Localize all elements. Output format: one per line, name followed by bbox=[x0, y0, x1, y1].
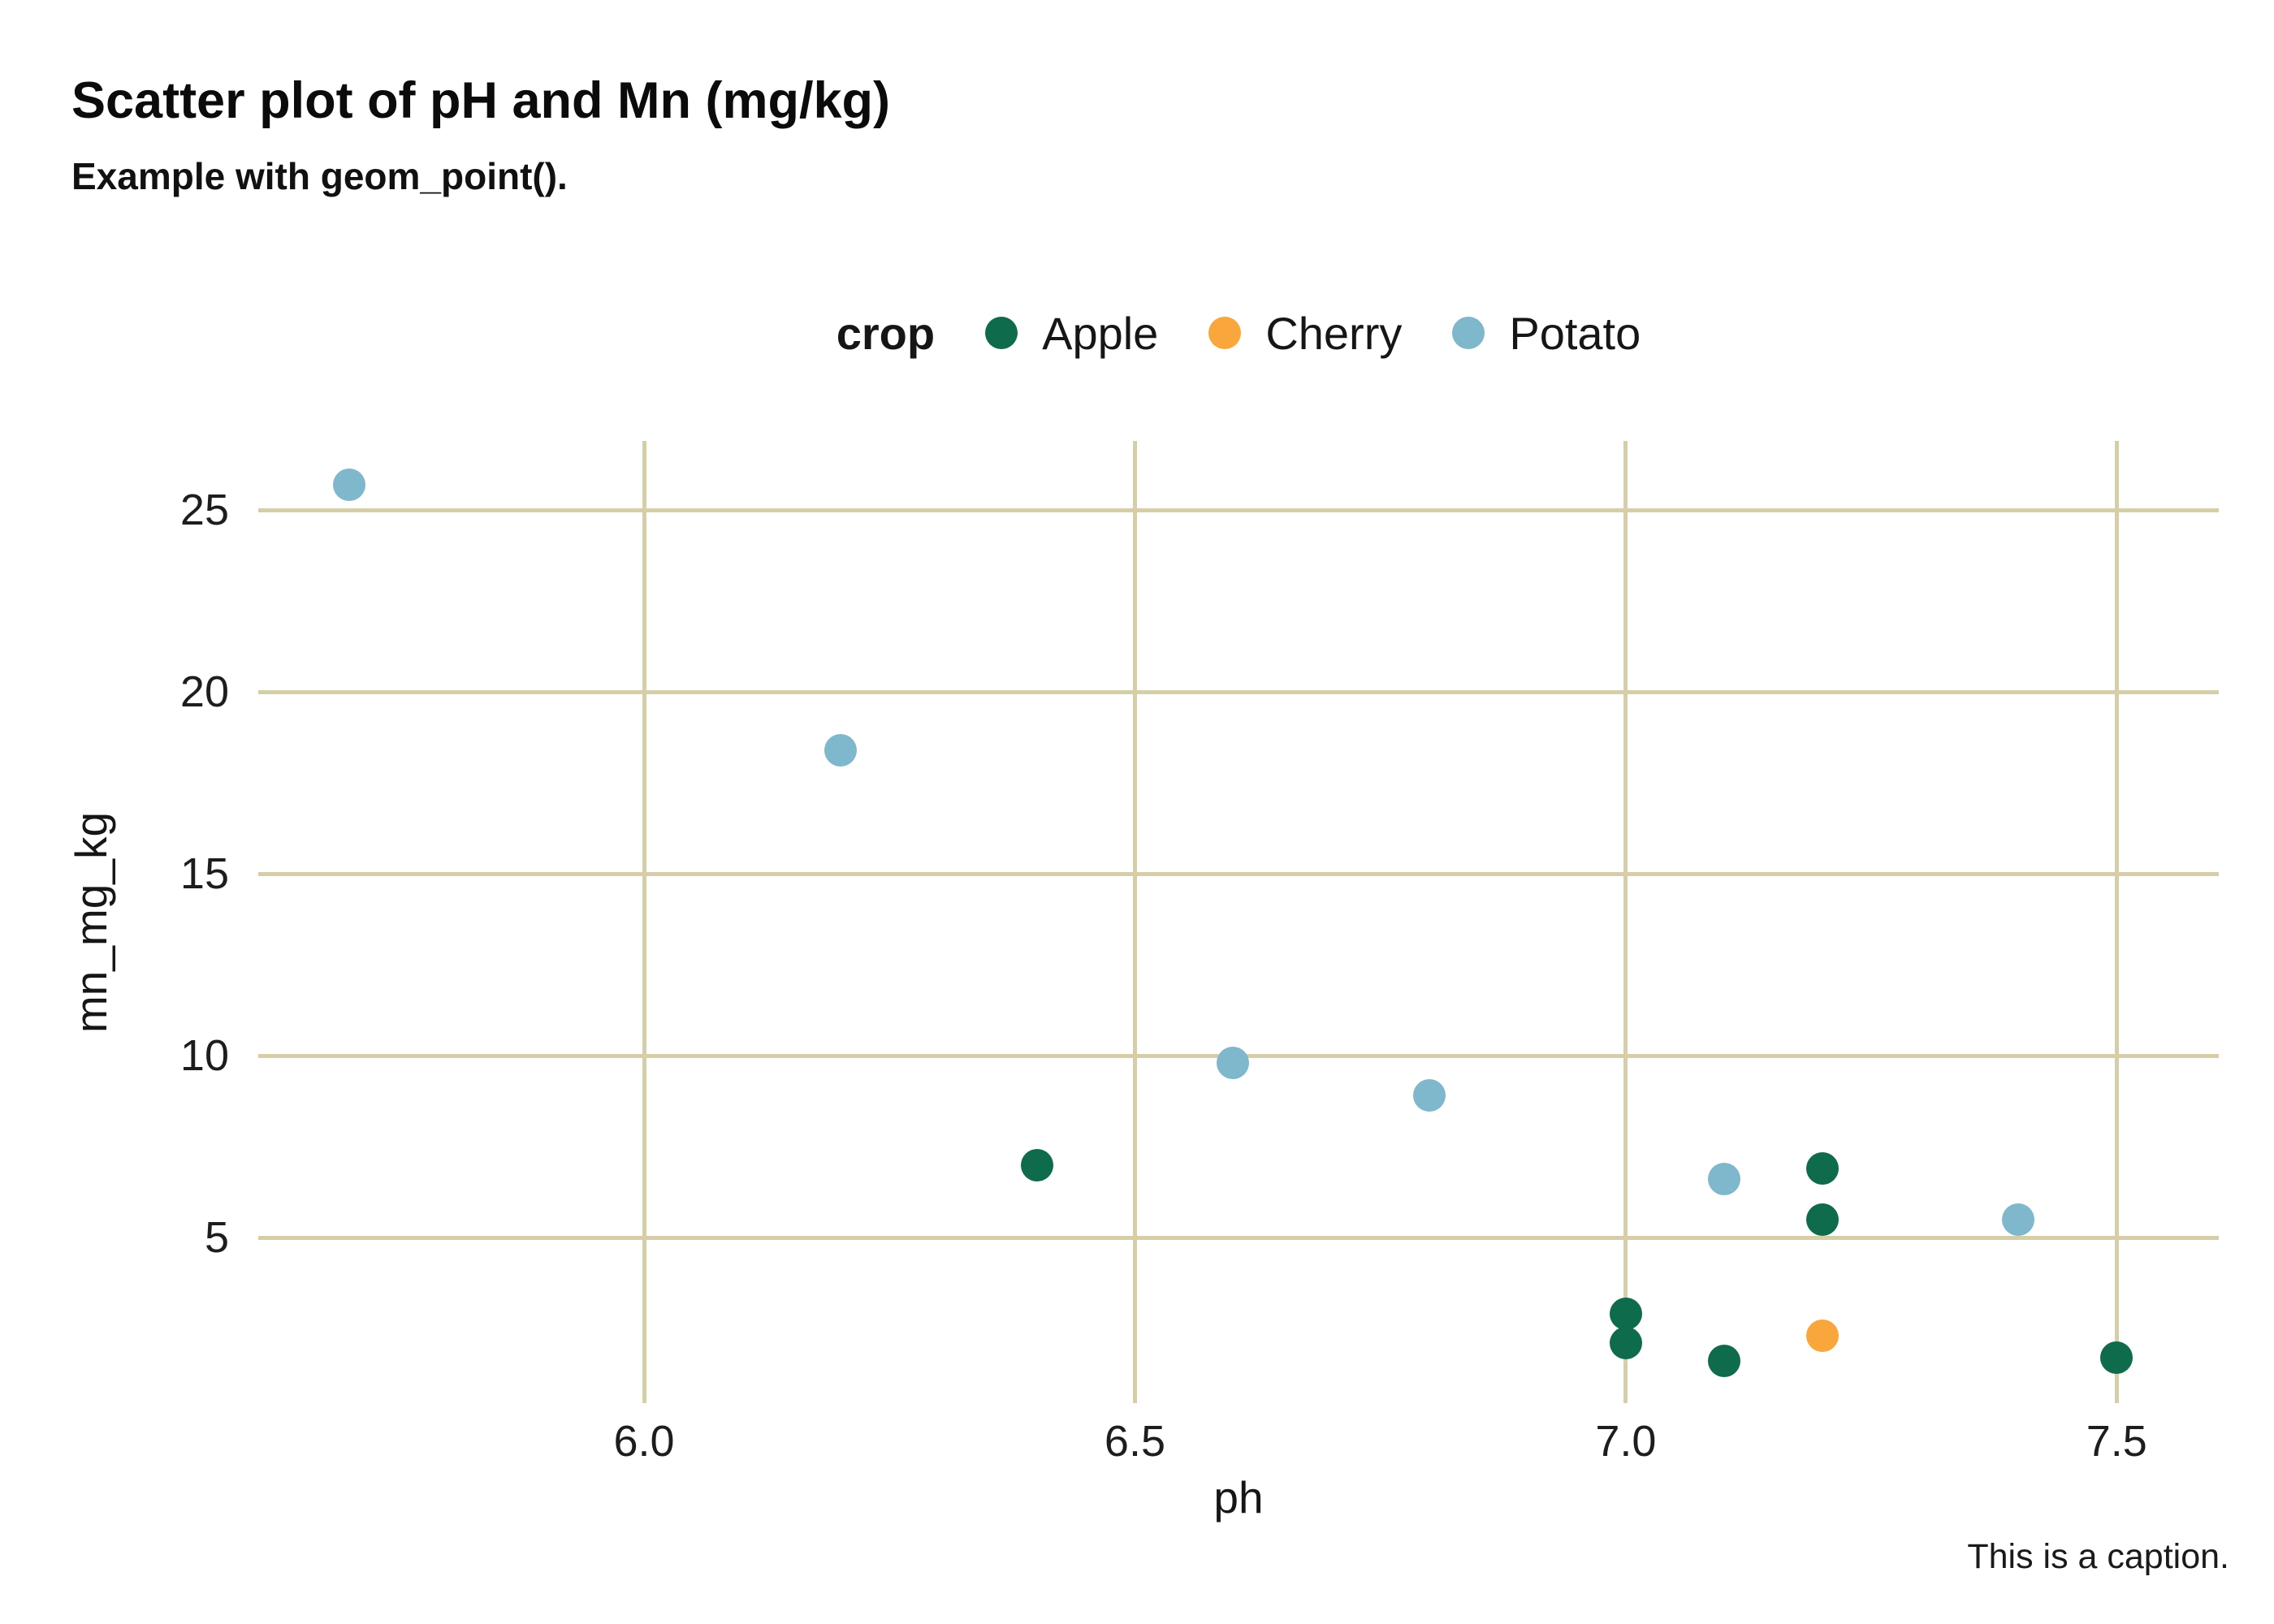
data-point-potato bbox=[1413, 1079, 1446, 1112]
gridline-vertical bbox=[642, 441, 646, 1403]
gridline-vertical bbox=[2114, 441, 2119, 1403]
data-point-potato bbox=[1707, 1163, 1740, 1196]
y-axis-title: mn_mg_kg bbox=[66, 811, 116, 1034]
data-point-apple bbox=[1020, 1148, 1053, 1181]
legend-swatch-apple bbox=[985, 317, 1018, 349]
page-title: Scatter plot of pH and Mn (mg/kg) bbox=[71, 72, 890, 129]
data-point-apple bbox=[2100, 1341, 2133, 1374]
legend-swatch-potato bbox=[1452, 317, 1485, 349]
y-axis-tick-label: 20 bbox=[179, 667, 229, 717]
legend-item-potato: Potato bbox=[1452, 307, 1641, 360]
legend-label: Potato bbox=[1509, 307, 1641, 359]
gridline-horizontal bbox=[258, 1235, 2219, 1240]
x-axis-tick-label: 6.5 bbox=[1104, 1417, 1166, 1466]
gridline-vertical bbox=[1132, 441, 1137, 1403]
legend-item-apple: Apple bbox=[985, 307, 1158, 360]
legend-title: crop bbox=[836, 307, 936, 359]
gridline-horizontal bbox=[258, 508, 2219, 512]
data-point-potato bbox=[824, 733, 857, 767]
data-point-cherry bbox=[1805, 1320, 1839, 1353]
legend-label: Apple bbox=[1042, 307, 1159, 359]
page-subtitle: Example with geom_point(). bbox=[71, 155, 568, 197]
data-point-apple bbox=[1609, 1298, 1642, 1331]
data-point-potato bbox=[333, 468, 366, 501]
y-axis-tick-label: 5 bbox=[204, 1213, 229, 1263]
gridline-vertical bbox=[1623, 441, 1628, 1403]
x-axis-title: ph bbox=[1213, 1472, 1264, 1522]
data-point-apple bbox=[1609, 1327, 1642, 1360]
legend-label: Cherry bbox=[1265, 307, 1403, 359]
x-axis-tick-label: 7.5 bbox=[2086, 1417, 2147, 1466]
y-axis-tick-label: 10 bbox=[179, 1031, 229, 1081]
y-axis-tick-label: 25 bbox=[179, 486, 229, 535]
data-point-apple bbox=[1805, 1203, 1839, 1236]
y-axis-tick-label: 15 bbox=[179, 849, 229, 899]
data-point-potato bbox=[1217, 1047, 1250, 1080]
data-point-potato bbox=[2002, 1203, 2035, 1236]
legend-item-cherry: Cherry bbox=[1208, 307, 1402, 360]
gridline-horizontal bbox=[258, 689, 2219, 694]
legend-swatch-cherry bbox=[1208, 317, 1242, 349]
x-axis-tick-label: 6.0 bbox=[613, 1417, 675, 1466]
gridline-horizontal bbox=[258, 871, 2219, 876]
data-point-apple bbox=[1805, 1152, 1839, 1186]
data-point-apple bbox=[1707, 1345, 1740, 1378]
legend: crop Apple Cherry Potato bbox=[258, 300, 2219, 365]
x-axis-tick-label: 7.0 bbox=[1595, 1417, 1657, 1466]
caption: This is a caption. bbox=[1967, 1537, 2229, 1576]
